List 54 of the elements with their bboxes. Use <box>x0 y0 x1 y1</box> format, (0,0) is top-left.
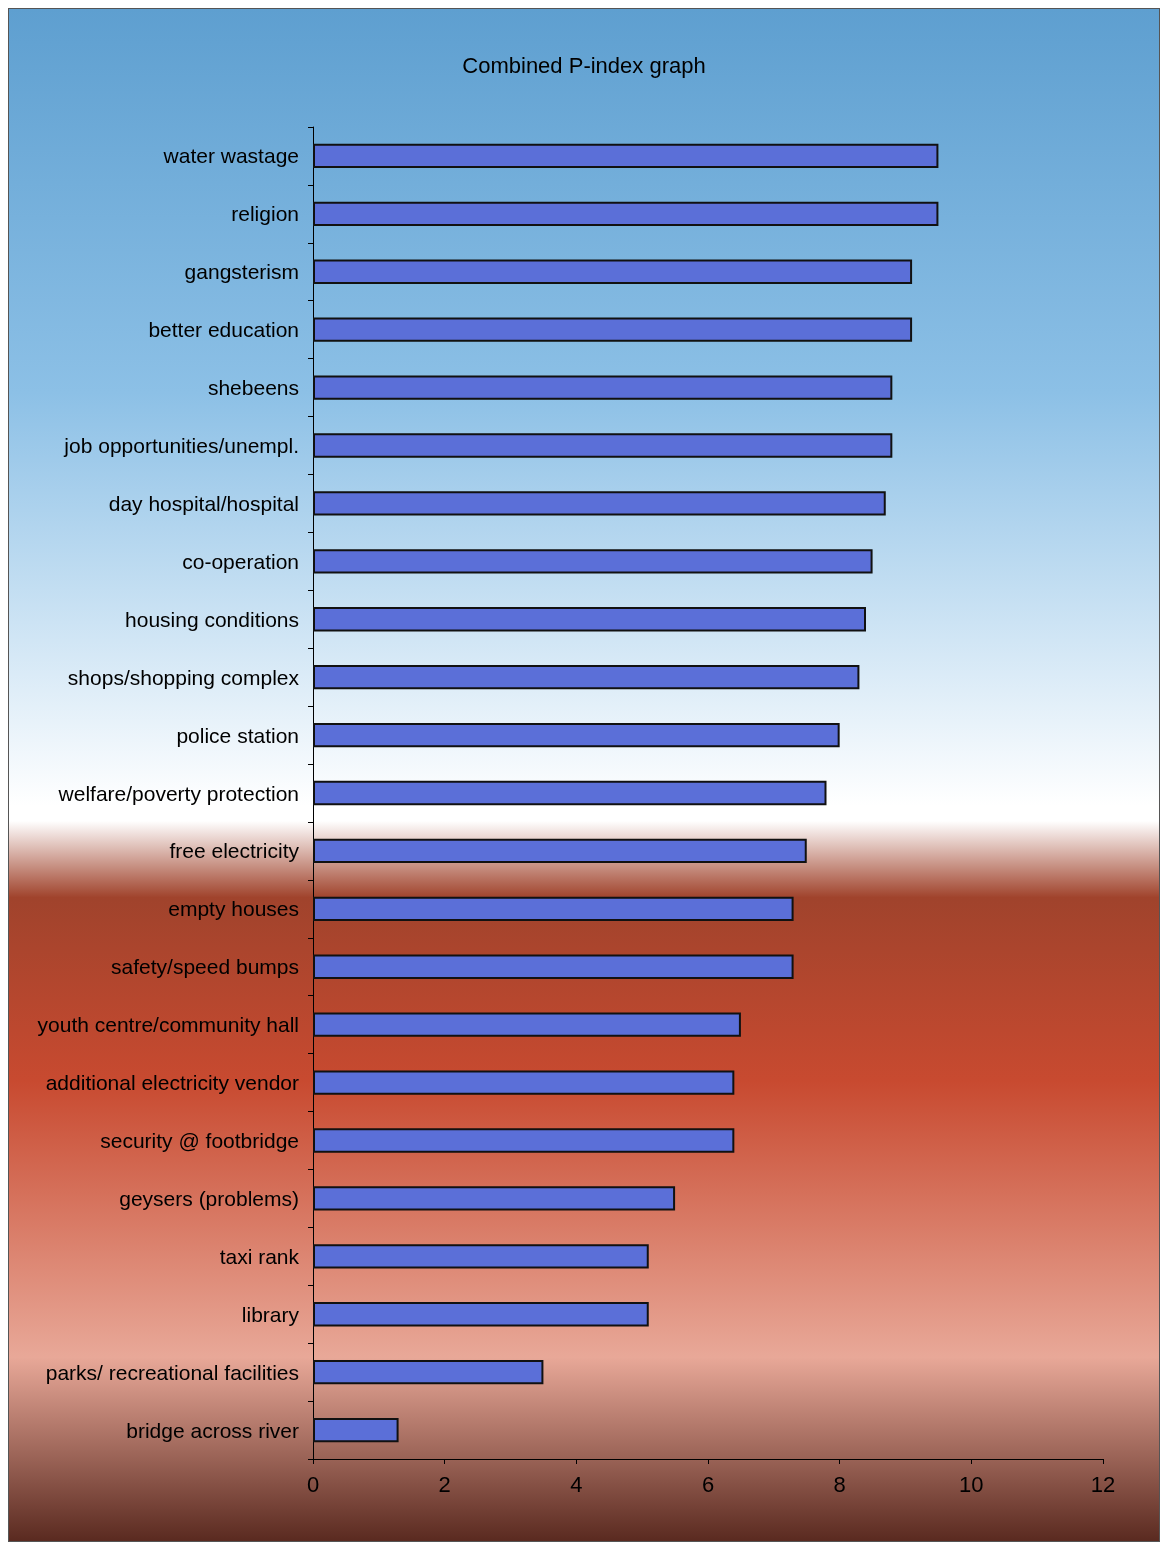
y-tick-label: co-operation <box>182 549 299 573</box>
bar <box>313 375 893 400</box>
y-tick-label: gangsterism <box>184 260 299 284</box>
bar <box>313 1417 399 1443</box>
y-tick-label: job opportunities/unempl. <box>63 434 299 458</box>
y-tick-label: housing conditions <box>125 607 299 631</box>
y-tick-label: day hospital/hospital <box>108 491 299 515</box>
x-tick-label: 12 <box>1090 1471 1116 1497</box>
bar <box>313 838 807 864</box>
x-tick-label: 2 <box>438 1471 451 1497</box>
bar <box>313 259 913 284</box>
bar <box>313 1302 649 1327</box>
bar <box>313 780 827 806</box>
y-tick-label: shebeens <box>207 376 299 400</box>
y-tick-label: safety/speed bumps <box>111 955 299 979</box>
bar <box>313 201 939 227</box>
bar <box>313 665 860 690</box>
y-tick-label: youth centre/community hall <box>37 1013 299 1037</box>
y-tick-label: shops/shopping complex <box>67 665 300 689</box>
y-tick-label: additional electricity vendor <box>45 1071 299 1095</box>
bar <box>313 491 886 516</box>
y-tick-label: free electricity <box>169 839 300 863</box>
y-tick-label: religion <box>231 202 299 226</box>
bar <box>313 317 913 342</box>
y-tick-label: geysers (problems) <box>119 1186 299 1210</box>
bar <box>313 1244 649 1269</box>
x-tick-label: 0 <box>306 1471 320 1497</box>
y-tick-label: police station <box>176 723 299 747</box>
bar <box>313 143 939 169</box>
x-tick-label: 10 <box>959 1471 984 1497</box>
bar <box>313 433 893 458</box>
y-tick-label: library <box>241 1302 300 1326</box>
x-tick-label: 6 <box>701 1471 715 1497</box>
bar <box>313 1070 735 1095</box>
y-tick-label: parks/ recreational facilities <box>45 1360 299 1384</box>
bar <box>313 896 794 921</box>
y-tick-label: taxi rank <box>219 1244 300 1268</box>
bar <box>313 722 840 748</box>
bar <box>313 1359 544 1385</box>
bar <box>313 1128 735 1153</box>
bar <box>313 549 873 574</box>
y-tick-label: water wastage <box>162 144 299 168</box>
bar <box>313 954 794 979</box>
bar <box>313 607 866 632</box>
chart-title: Combined P-index graph <box>462 52 706 78</box>
bar <box>313 1012 741 1037</box>
y-tick-label: better education <box>148 318 299 342</box>
y-tick-label: welfare/poverty protection <box>57 781 299 805</box>
x-tick-label: 4 <box>570 1471 583 1497</box>
y-tick-label: security @ footbridge <box>100 1128 299 1152</box>
y-tick-label: bridge across river <box>126 1418 299 1442</box>
bar <box>313 1186 676 1211</box>
x-tick-label: 8 <box>833 1471 846 1497</box>
y-tick-label: empty houses <box>168 897 299 921</box>
